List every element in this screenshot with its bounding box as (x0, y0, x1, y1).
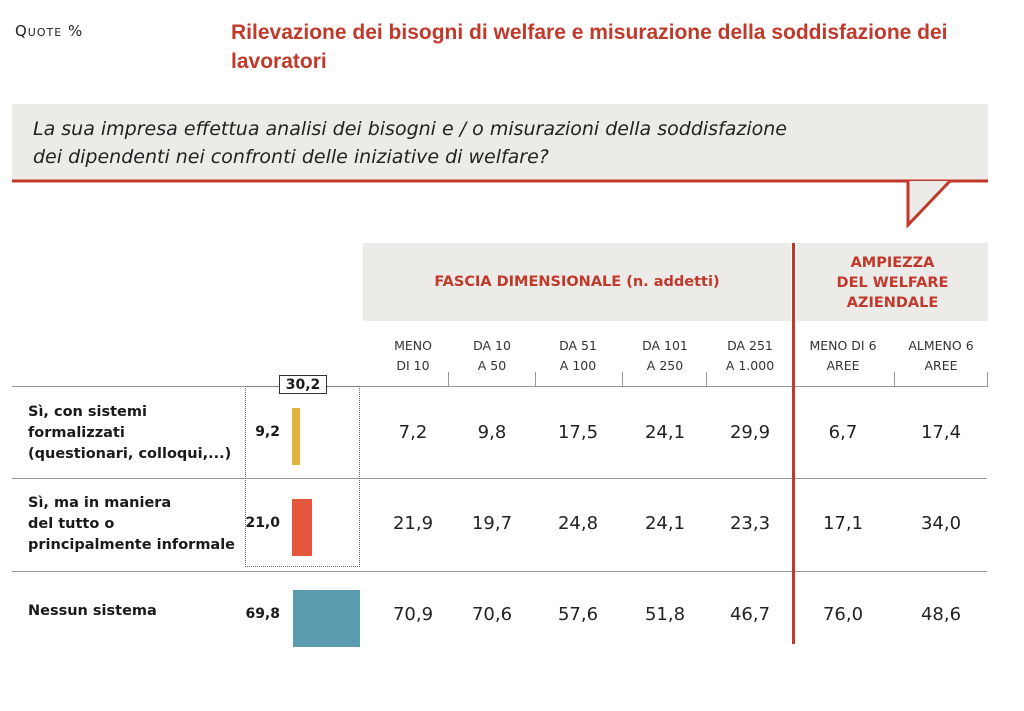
group-separator (792, 243, 795, 644)
column-header: DA 251 A 1.000 (705, 336, 795, 376)
column-header-line-1: MENO (394, 338, 432, 353)
column-header: MENO DI 10 (368, 336, 458, 376)
row-total-bar (292, 407, 300, 465)
column-header: ALMENO 6 AREE (896, 336, 986, 376)
table-cell: 46,7 (729, 604, 771, 625)
column-header-line-2: A 50 (477, 358, 507, 373)
question-box (12, 104, 988, 180)
question-pointer (12, 179, 988, 229)
breadth-header-line-1: AMPIEZZA (850, 255, 935, 271)
table-cell: 34,0 (920, 513, 962, 534)
breadth-header-band (797, 243, 988, 321)
column-header-line-1: DA 10 (473, 338, 511, 353)
column-tick (448, 372, 449, 387)
question-text: La sua impresa effettua analisi dei biso… (33, 115, 893, 171)
row-total-value: 9,2 (255, 424, 280, 440)
column-header-line-2: A 100 (559, 358, 597, 373)
column-header-line-1: ALMENO 6 (908, 338, 974, 353)
table-cell: 76,0 (822, 604, 864, 625)
row-total-bar (293, 589, 360, 647)
size-header-band (363, 243, 791, 321)
table-cell: 51,8 (644, 604, 686, 625)
breadth-header-line-3: AZIENDALE (846, 295, 939, 311)
header-divider (12, 386, 987, 387)
column-tick (987, 372, 988, 387)
table-cell: 29,9 (729, 422, 771, 443)
column-header-line-1: DA 101 (642, 338, 688, 353)
column-tick (706, 372, 707, 387)
yes-total-callout: 30,2 (279, 375, 327, 394)
column-header: DA 51 A 100 (533, 336, 623, 376)
question-line-1: La sua impresa effettua analisi dei biso… (33, 118, 787, 140)
row-total-value: 69,8 (245, 606, 280, 622)
row-label-line: del tutto o (28, 516, 115, 532)
table-cell: 17,5 (557, 422, 599, 443)
row-label: Sì, con sistemi formalizzati (questionari,… (28, 402, 231, 465)
column-header-line-1: MENO DI 6 (809, 338, 877, 353)
row-label-line: Sì, ma in maniera (28, 495, 172, 511)
question-line-2: dei dipendenti nei confronti delle inizi… (33, 146, 549, 168)
row-label: Sì, ma in maniera del tutto o principalmen… (28, 493, 235, 556)
table-cell: 70,6 (471, 604, 513, 625)
table-cell: 6,7 (828, 422, 858, 443)
table-cell: 17,4 (920, 422, 962, 443)
table-cell: 24,1 (644, 422, 686, 443)
row-total-bar (292, 498, 312, 556)
row-label-line: Nessun sistema (28, 603, 157, 619)
size-group-header: FASCIA DIMENSIONALE (n. addetti) (434, 274, 720, 290)
table-cell: 9,8 (477, 422, 507, 443)
table-cell: 70,9 (392, 604, 434, 625)
row-total-value: 21,0 (245, 515, 280, 531)
column-header-line-2: AREE (924, 358, 958, 373)
row-label-line: formalizzati (28, 425, 125, 441)
breadth-group-header: AMPIEZZA DEL WELFARE AZIENDALE (797, 253, 988, 313)
table-cell: 24,1 (644, 513, 686, 534)
column-header-line-1: DA 251 (727, 338, 773, 353)
column-header: DA 101 A 250 (620, 336, 710, 376)
table-cell: 21,9 (392, 513, 434, 534)
column-header-line-2: AREE (826, 358, 860, 373)
column-header: DA 10 A 50 (447, 336, 537, 376)
page-title: Rilevazione dei bisogni di welfare e mis… (231, 21, 948, 73)
table-cell: 57,6 (557, 604, 599, 625)
breadth-header-line-2: DEL WELFARE (836, 275, 949, 291)
row-divider (12, 478, 987, 479)
section-kicker: Quote % (15, 22, 84, 40)
row-divider (12, 571, 987, 572)
column-header: MENO DI 6 AREE (798, 336, 888, 376)
table-cell: 19,7 (471, 513, 513, 534)
column-tick (894, 372, 895, 387)
row-label: Nessun sistema (28, 601, 157, 622)
table-cell: 7,2 (398, 422, 428, 443)
column-header-line-2: A 250 (646, 358, 684, 373)
table-cell: 23,3 (729, 513, 771, 534)
column-tick (535, 372, 536, 387)
row-label-line: (questionari, colloqui,...) (28, 446, 232, 462)
column-header-line-1: DA 51 (559, 338, 597, 353)
table-cell: 17,1 (822, 513, 864, 534)
column-header-line-2: A 1.000 (725, 358, 775, 373)
column-tick (622, 372, 623, 387)
column-header-line-2: DI 10 (396, 358, 430, 373)
row-label-line: principalmente informale (28, 537, 236, 553)
table-cell: 24,8 (557, 513, 599, 534)
table-cell: 48,6 (920, 604, 962, 625)
row-label-line: Sì, con sistemi (28, 404, 147, 420)
